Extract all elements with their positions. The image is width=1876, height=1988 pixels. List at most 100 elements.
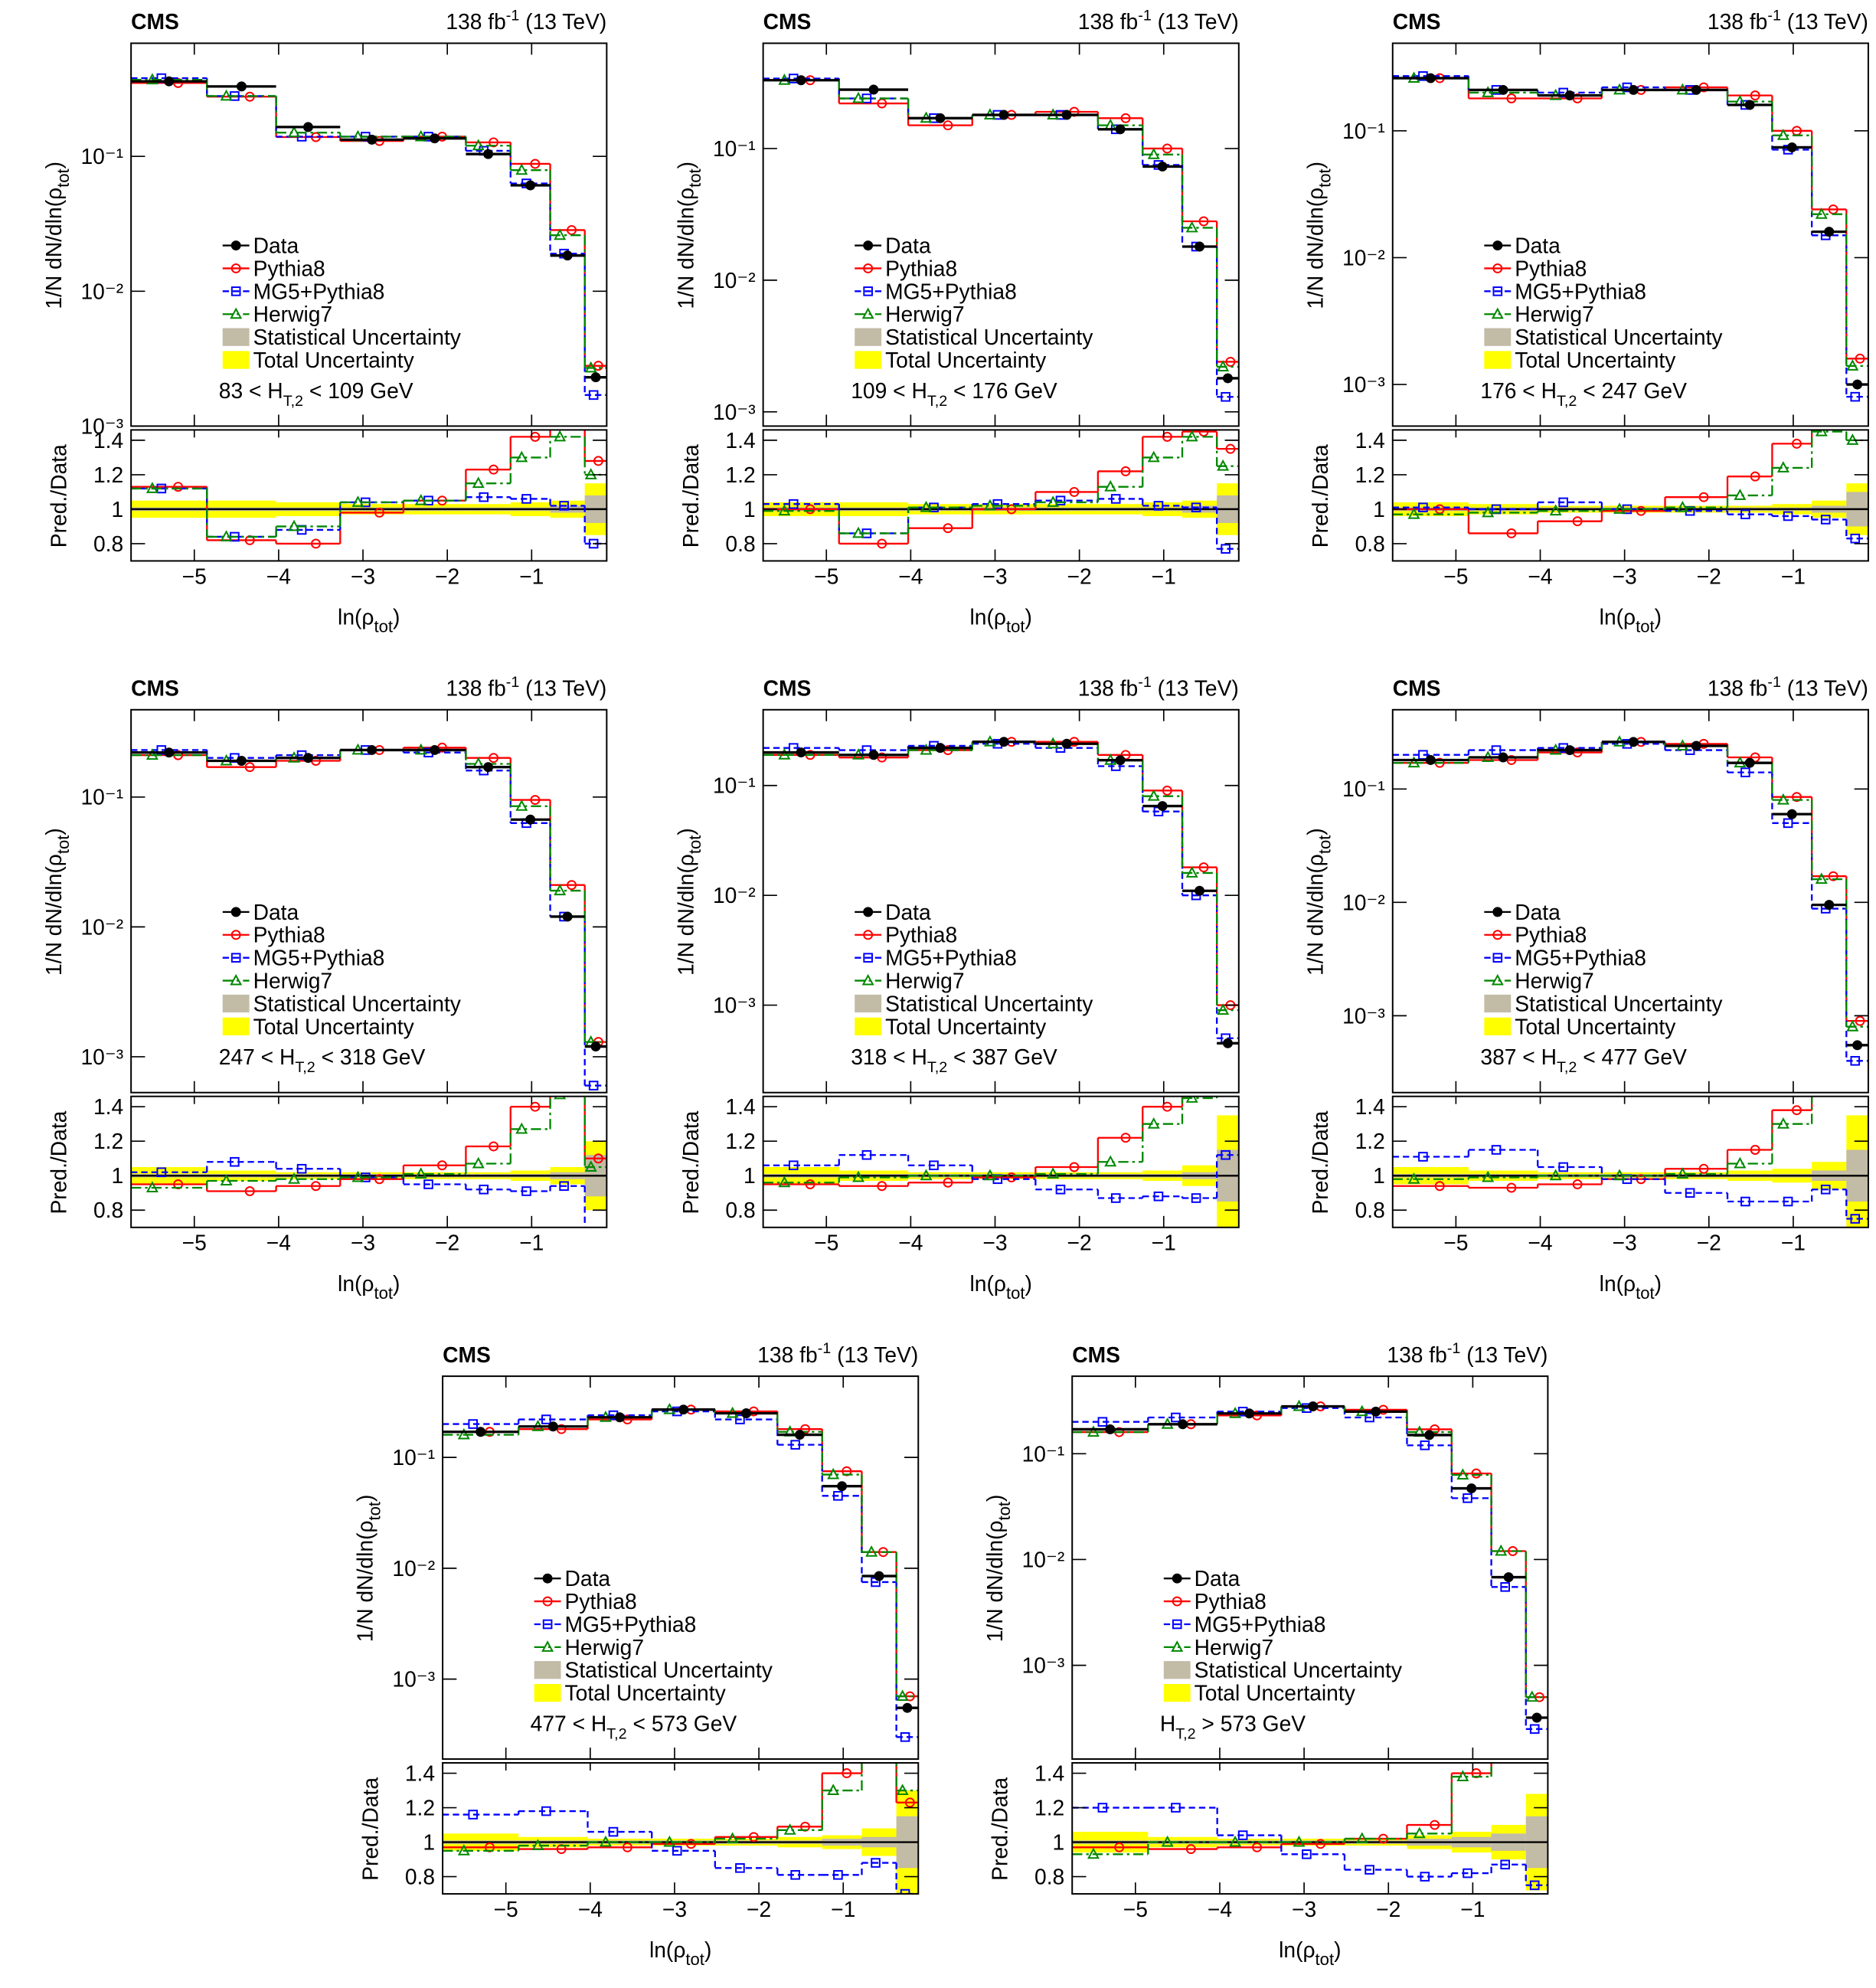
x-tick-label: −4 <box>578 1897 603 1921</box>
ratio-y-tick-label: 1.2 <box>93 1129 123 1153</box>
marker <box>1147 1117 1160 1129</box>
frame <box>130 708 608 1094</box>
marker <box>1430 1424 1440 1434</box>
marker <box>842 1768 852 1779</box>
marker <box>541 1414 551 1424</box>
y-tick-label: 10⁻¹ <box>81 785 124 809</box>
x-tick-label: −5 <box>182 564 207 588</box>
marker <box>1221 391 1231 402</box>
x-axis-title-sub: tot <box>685 1950 704 1969</box>
y-tick-label: 10⁻² <box>392 1556 435 1581</box>
x-axis-title-main: ln(ρ <box>970 1271 1006 1296</box>
y-tick-label: 10⁻¹ <box>1022 1441 1065 1466</box>
marker <box>800 1424 810 1434</box>
lumi-label-post: (13 TeV) <box>519 676 606 701</box>
lumi-label-sup: -1 <box>1138 674 1152 691</box>
marker <box>1120 466 1131 476</box>
marker <box>1491 1145 1502 1155</box>
x-axis-title-sub: tot <box>374 616 393 636</box>
marker <box>1407 756 1420 768</box>
marker <box>1846 1019 1859 1032</box>
marker <box>879 1735 887 1743</box>
marker <box>1097 1417 1108 1427</box>
marker <box>1492 953 1503 963</box>
marker <box>1365 1412 1374 1423</box>
marker <box>1500 1859 1510 1870</box>
marker <box>672 1846 682 1856</box>
lumi-label-sup: -1 <box>1138 8 1152 25</box>
marker <box>521 1186 531 1196</box>
legend-swatch <box>855 351 882 369</box>
marker <box>230 307 243 319</box>
marker <box>929 1160 939 1171</box>
y-axis-title-sub: tot <box>365 1502 384 1521</box>
marker <box>593 456 603 466</box>
ratio-y-tick-label: 1.2 <box>725 463 755 487</box>
x-tick-label: −5 <box>1443 564 1468 588</box>
frame <box>1391 429 1869 562</box>
y-axis-title-main: 1/N dN/dln(ρ <box>673 188 698 309</box>
x-tick-label: −4 <box>898 1231 923 1255</box>
marker <box>900 1732 910 1742</box>
marker <box>735 1863 745 1873</box>
marker <box>590 372 601 383</box>
marker <box>904 1797 915 1808</box>
marker <box>1244 1408 1254 1419</box>
ratio-y-tick-label: 1 <box>111 497 123 522</box>
marker <box>805 1179 815 1189</box>
marker <box>302 122 313 132</box>
marker <box>1252 1842 1263 1852</box>
x-axis-title-main: ln(ρ <box>1600 1271 1636 1296</box>
marker <box>1371 1406 1381 1417</box>
marker <box>741 1408 752 1418</box>
y-axis-title-main: 1/N dN/dln(ρ <box>41 854 66 976</box>
marker <box>436 1160 447 1171</box>
region-label-main: 176 < H <box>1480 378 1557 403</box>
marker <box>1734 489 1747 500</box>
marker <box>983 499 996 511</box>
marker <box>795 1430 805 1440</box>
marker <box>468 1810 479 1820</box>
legend-label: Data <box>885 900 931 924</box>
marker <box>1750 752 1760 763</box>
marker <box>1855 353 1865 364</box>
y-axis-title-post: ) <box>673 828 698 835</box>
lumi-label: 138 fb-1 (13 TeV) <box>757 1340 918 1367</box>
marker <box>1147 148 1160 159</box>
marker <box>1531 1712 1542 1723</box>
legend-label: MG5+Pythia8 <box>253 946 385 970</box>
experiment-label: CMS <box>131 9 179 34</box>
marker <box>1198 216 1209 227</box>
marker <box>468 1419 479 1429</box>
main-plot <box>763 74 1239 402</box>
marker <box>554 1096 567 1100</box>
y-tick-label: 10⁻² <box>81 279 124 303</box>
marker <box>1114 1842 1125 1852</box>
x-tick-label: −2 <box>435 1231 459 1255</box>
marker <box>863 286 873 296</box>
y-tick-label: 10⁻³ <box>81 414 124 438</box>
lumi-label-main: 138 fb <box>1078 9 1138 34</box>
main-plot <box>1392 71 1868 402</box>
marker <box>943 523 953 534</box>
marker <box>1185 1844 1196 1855</box>
marker <box>1162 1101 1172 1112</box>
x-tick-label: −5 <box>494 1897 518 1921</box>
marker <box>1820 1184 1831 1195</box>
marker <box>852 1170 865 1182</box>
marker <box>1225 443 1236 454</box>
x-axis-title-sub: tot <box>374 1283 393 1303</box>
x-tick-label: −5 <box>1123 1897 1148 1921</box>
marker <box>1848 1076 1858 1085</box>
x-axis-title-post: ) <box>1025 605 1031 629</box>
x-tick-label: −1 <box>831 1897 855 1921</box>
legend-label: MG5+Pythia8 <box>885 946 1017 970</box>
marker <box>1120 113 1131 123</box>
lumi-label: 138 fb-1 (13 TeV) <box>1708 8 1868 34</box>
marker <box>220 89 233 101</box>
marker <box>515 799 528 811</box>
marker <box>863 263 874 273</box>
legend-label: Statistical Uncertainty <box>565 1658 773 1682</box>
marker <box>559 501 569 511</box>
marker <box>783 1823 796 1835</box>
